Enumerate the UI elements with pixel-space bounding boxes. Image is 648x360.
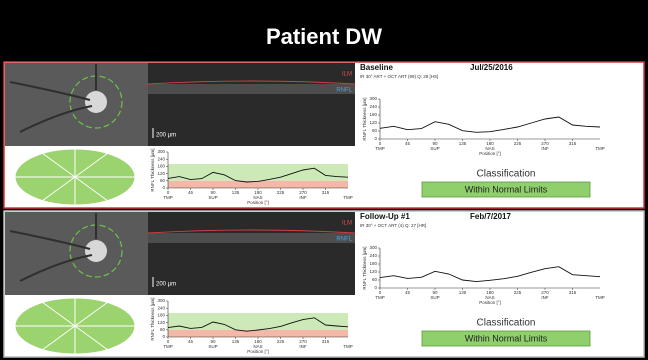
layer-label: ILM xyxy=(342,72,352,78)
scale-label: 200 µm xyxy=(156,282,176,288)
sector-label: INF xyxy=(299,195,307,200)
sector-label: TMP xyxy=(595,295,605,300)
y-tick-label: 240 xyxy=(369,104,377,109)
x-tick-label: 225 xyxy=(514,141,522,146)
sector-label: SUP xyxy=(208,195,217,200)
borderline-band xyxy=(168,330,348,337)
panel-label: Follow-Up #1 xyxy=(360,212,410,221)
exam-date: Jul/25/2016 xyxy=(470,63,513,72)
sector-label: TMP xyxy=(595,146,605,151)
x-tick-label: 135 xyxy=(232,190,240,195)
panel-label: Baseline xyxy=(360,63,393,72)
y-tick-label: 240 xyxy=(157,156,165,161)
y-tick-label: 180 xyxy=(157,164,165,169)
optic-disc xyxy=(85,91,107,113)
y-axis-title: RNFL Thickness [µm] xyxy=(150,148,155,191)
fundus-image xyxy=(5,212,148,295)
y-tick-label: 120 xyxy=(157,171,165,176)
y-tick-label: 120 xyxy=(369,120,377,125)
y-tick-label: 180 xyxy=(157,313,165,318)
sector-label: INF xyxy=(541,295,549,300)
fundus-image xyxy=(5,63,148,146)
layer-label: ILM xyxy=(342,221,352,227)
sector-label: TMP xyxy=(163,344,173,349)
x-tick-label: 45 xyxy=(188,339,194,344)
x-tick-label: 315 xyxy=(322,190,330,195)
borderline-band xyxy=(168,181,348,188)
x-tick-label: 135 xyxy=(459,290,467,295)
x-tick-label: 225 xyxy=(277,190,285,195)
rnfl-layer xyxy=(148,84,355,94)
x-axis-title: Position [°] xyxy=(479,151,501,156)
sector-label: SUP xyxy=(208,344,217,349)
optic-disc xyxy=(85,240,107,262)
sector-label: TMP xyxy=(375,295,385,300)
oct-scan xyxy=(148,212,355,295)
y-tick-label: 300 xyxy=(157,298,165,303)
x-tick-label: 45 xyxy=(405,290,411,295)
exam-date: Feb/7/2017 xyxy=(470,212,511,221)
sector-label: TMP xyxy=(163,195,173,200)
y-axis-title: RNFL Thickness [µm] xyxy=(150,297,155,340)
y-tick-label: 300 xyxy=(369,245,377,250)
title: Patient DW xyxy=(266,24,382,49)
sector-label: TMP xyxy=(343,195,353,200)
x-tick-label: 45 xyxy=(188,190,194,195)
normal-band xyxy=(168,313,348,330)
y-tick-label: 60 xyxy=(160,327,166,332)
classification-title: Classification xyxy=(477,318,536,329)
y-tick-label: 300 xyxy=(369,96,377,101)
sector-label: SUP xyxy=(430,146,439,151)
x-tick-label: 315 xyxy=(569,141,577,146)
rnfl-layer xyxy=(148,233,355,243)
y-tick-label: 60 xyxy=(372,128,378,133)
y-tick-label: 120 xyxy=(157,320,165,325)
x-tick-label: 315 xyxy=(569,290,577,295)
y-tick-label: 60 xyxy=(372,277,378,282)
x-tick-label: 135 xyxy=(232,339,240,344)
y-tick-label: 180 xyxy=(369,261,377,266)
scale-label: 200 µm xyxy=(156,133,176,139)
x-axis-title: Position [°] xyxy=(247,200,269,205)
sector-label: TMP xyxy=(375,146,385,151)
classification: Within Normal Limits xyxy=(465,333,548,343)
layer-label: RNFL xyxy=(336,237,352,243)
sector-label: INF xyxy=(299,344,307,349)
x-tick-label: 45 xyxy=(405,141,411,146)
classification-title: Classification xyxy=(477,169,536,180)
scan-info: IR 30° ART + OCT ART (99) Q: 28 [HS] xyxy=(360,74,438,79)
x-tick-label: 225 xyxy=(514,290,522,295)
sector-label: TMP xyxy=(343,344,353,349)
y-tick-label: 240 xyxy=(369,253,377,258)
y-axis-title: RNFL Thickness [µm] xyxy=(362,97,367,140)
x-tick-label: 315 xyxy=(322,339,330,344)
scan-info: IR 30° + OCT ART (4) Q: 27 [HR] xyxy=(360,223,426,228)
x-axis-title: Position [°] xyxy=(247,349,269,354)
sector-label: SUP xyxy=(430,295,439,300)
classification: Within Normal Limits xyxy=(465,184,548,194)
y-axis-title: RNFL Thickness [µm] xyxy=(362,246,367,289)
sector-label: INF xyxy=(541,146,549,151)
x-tick-label: 135 xyxy=(459,141,467,146)
x-tick-label: 225 xyxy=(277,339,285,344)
slide: Patient DW ILMRNFL200 µm0601201802403000… xyxy=(0,0,648,360)
x-axis-title: Position [°] xyxy=(479,300,501,305)
y-tick-label: 180 xyxy=(369,112,377,117)
y-tick-label: 120 xyxy=(369,269,377,274)
y-tick-label: 60 xyxy=(160,178,166,183)
y-tick-label: 240 xyxy=(157,305,165,310)
layer-label: RNFL xyxy=(336,88,352,94)
oct-scan xyxy=(148,63,355,146)
y-tick-label: 300 xyxy=(157,149,165,154)
